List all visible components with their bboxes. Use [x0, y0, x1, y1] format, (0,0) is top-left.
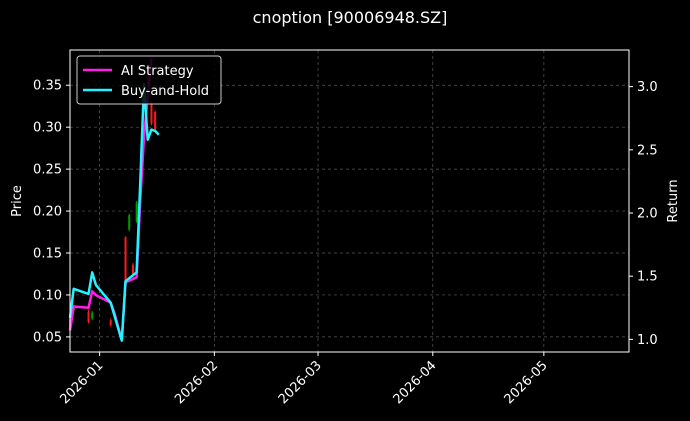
legend-label-ai-strategy: AI Strategy: [121, 64, 194, 79]
legend: AI Strategy Buy-and-Hold: [76, 55, 222, 105]
y-right-tick-label: 1.0: [637, 333, 658, 348]
y-axis-right: 1.0 1.5 2.0 2.5 3.0: [629, 80, 658, 348]
y-axis-left: 0.05 0.10 0.15 0.20 0.25 0.30 0.35: [33, 79, 70, 345]
y-right-tick-label: 2.5: [637, 143, 658, 158]
candle-body: [131, 264, 134, 276]
candlesticks: [69, 66, 157, 330]
candle-body: [87, 311, 90, 322]
chart-title: cnoption [90006948.SZ]: [253, 8, 448, 27]
y-axis-right-label: Return: [666, 179, 681, 222]
y-axis-left-label: Price: [10, 185, 25, 217]
y-right-tick-label: 1.5: [637, 270, 658, 285]
candle-body: [135, 202, 138, 222]
legend-box: [76, 55, 222, 105]
series-lines: [68, 58, 160, 342]
y-right-tick-label: 2.0: [637, 207, 658, 222]
y-left-tick-label: 0.30: [33, 121, 62, 136]
plot-frame: [69, 49, 630, 353]
candle-body: [154, 112, 157, 130]
series-line-buy-and-hold: [68, 82, 160, 342]
candle-body: [128, 215, 131, 230]
y-left-tick-label: 0.15: [33, 247, 62, 262]
y-left-tick-label: 0.10: [33, 288, 62, 303]
y-right-tick-label: 3.0: [637, 80, 658, 95]
candle-body: [91, 312, 94, 319]
y-left-tick-label: 0.25: [33, 163, 62, 178]
legend-label-buy-and-hold: Buy-and-Hold: [121, 84, 209, 99]
y-left-tick-label: 0.20: [33, 205, 62, 220]
candle-body: [124, 237, 127, 283]
y-left-tick-label: 0.05: [33, 330, 62, 345]
y-left-tick-label: 0.35: [33, 79, 62, 94]
candle-body: [150, 102, 153, 124]
candle-body: [109, 320, 112, 326]
